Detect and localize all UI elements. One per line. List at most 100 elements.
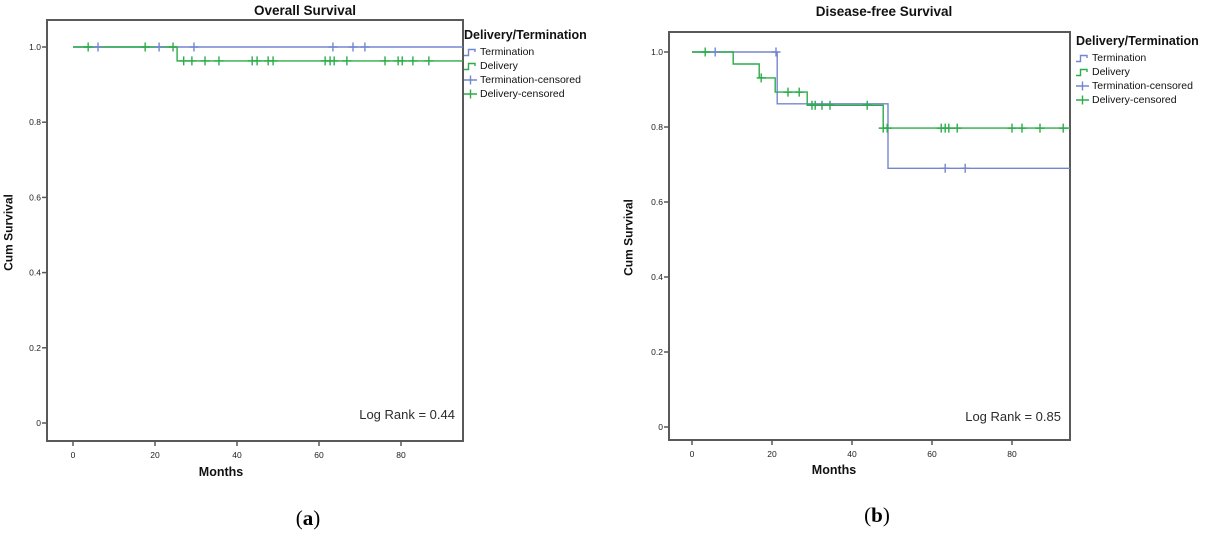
x-tick-label: 80	[1007, 449, 1017, 459]
censor-mark-delivery	[700, 47, 710, 57]
x-tick-label: 20	[767, 449, 777, 459]
legend-title: Delivery/Termination	[1076, 34, 1199, 48]
survival-curve-delivery	[692, 51, 1070, 129]
censor-mark-delivery	[187, 56, 197, 66]
y-tick-label: 0.4	[29, 268, 41, 278]
x-tick-label: 60	[927, 449, 937, 459]
legend-item-delivery-censored: Delivery-censored	[464, 87, 614, 101]
plot-frame	[668, 31, 1071, 441]
log-rank-annotation: Log Rank = 0.85	[965, 409, 1061, 424]
censor-mark-delivery	[882, 123, 892, 133]
censor-mark-delivery	[783, 87, 793, 97]
y-tick-label: 0.6	[651, 197, 663, 207]
censor-mark-termination	[189, 42, 199, 52]
legend-label: Termination-censored	[480, 74, 581, 86]
survival-curve-termination	[692, 51, 1070, 169]
x-tick-label: 40	[232, 450, 242, 460]
censor-mark-termination	[93, 42, 103, 52]
censor-mark-delivery	[342, 56, 352, 66]
y-tick-label: 0.2	[651, 347, 663, 357]
censor-mark-delivery	[794, 87, 804, 97]
censor-mark-delivery	[1007, 123, 1017, 133]
censor-mark-delivery	[825, 100, 835, 110]
termination-censored-plus-icon	[1076, 81, 1089, 91]
subfigure-caption-a: (a)	[295, 506, 321, 530]
censor-mark-delivery	[83, 42, 93, 52]
legend-label: Termination	[480, 46, 535, 58]
y-tick-label: 1.0	[651, 47, 663, 57]
censor-mark-delivery	[179, 56, 189, 66]
legend: Delivery/Termination Termination Deliver…	[1076, 34, 1224, 107]
chart-title: Disease-free Survival	[815, 4, 953, 19]
x-axis-label: Months	[811, 463, 857, 477]
subfigure-caption-b: (b)	[864, 503, 890, 527]
y-tick-label: 1.0	[29, 42, 41, 52]
censor-mark-termination	[360, 42, 370, 52]
legend-item-termination: Termination	[1076, 51, 1224, 65]
censor-mark-delivery	[1058, 123, 1068, 133]
plot-frame	[46, 19, 464, 442]
legend-item-delivery: Delivery	[464, 59, 614, 73]
legend-item-termination-censored: Termination-censored	[464, 73, 614, 87]
censor-mark-termination	[940, 163, 950, 173]
x-tick-label: 20	[150, 450, 160, 460]
legend-label: Termination-censored	[1092, 80, 1193, 92]
censor-mark-delivery	[200, 56, 210, 66]
censor-mark-delivery	[268, 56, 278, 66]
censor-mark-termination	[710, 47, 720, 57]
legend-label: Delivery-censored	[1092, 94, 1177, 106]
y-tick-label: 0	[36, 418, 41, 428]
censor-mark-delivery	[944, 123, 954, 133]
x-tick-label: 40	[847, 449, 857, 459]
censor-marks-termination	[710, 47, 970, 173]
x-tick-label: 60	[314, 450, 324, 460]
y-tick-label: 0.8	[29, 117, 41, 127]
censor-mark-delivery	[408, 56, 418, 66]
legend-label: Termination	[1092, 52, 1147, 64]
legend-title: Delivery/Termination	[464, 28, 587, 42]
censor-mark-termination	[328, 42, 338, 52]
censor-mark-delivery	[168, 42, 178, 52]
y-tick-label: 0	[658, 422, 663, 432]
censor-marks-delivery	[83, 42, 434, 66]
censor-mark-delivery	[1017, 123, 1027, 133]
censor-mark-delivery	[329, 56, 339, 66]
censor-mark-termination	[771, 47, 781, 57]
censor-mark-delivery	[140, 42, 150, 52]
chart-title: Overall Survival	[253, 3, 357, 18]
panel-disease-free-survival: Disease-free Survival Cum Survival 0 0.2 0…	[612, 0, 1224, 546]
censor-mark-delivery	[817, 100, 827, 110]
y-tick-label: 0.8	[651, 122, 663, 132]
legend: Delivery/Termination Termination Deliver…	[464, 28, 614, 101]
censor-mark-delivery	[252, 56, 262, 66]
termination-step-line-icon	[464, 48, 476, 57]
x-tick-label: 0	[690, 449, 695, 459]
survival-plot-b: 0 0.2 0.4 0.6 0.8 1.0 0 20 40 60 80	[651, 31, 1071, 459]
legend-label: Delivery	[1092, 66, 1130, 78]
delivery-censored-plus-icon	[1076, 95, 1089, 105]
termination-step-line-icon	[1076, 54, 1088, 63]
termination-censored-plus-icon	[464, 75, 477, 85]
censor-mark-delivery	[756, 73, 766, 83]
censor-mark-delivery	[380, 56, 390, 66]
delivery-censored-plus-icon	[464, 89, 477, 99]
censor-mark-delivery	[862, 100, 872, 110]
censor-mark-termination	[960, 163, 970, 173]
delivery-step-line-icon	[464, 62, 476, 71]
legend-item-termination-censored: Termination-censored	[1076, 79, 1224, 93]
censor-marks-delivery	[700, 47, 1068, 133]
censor-mark-delivery	[214, 56, 224, 66]
legend-item-delivery-censored: Delivery-censored	[1076, 93, 1224, 107]
x-tick-label: 80	[396, 450, 406, 460]
censor-mark-delivery	[1035, 123, 1045, 133]
y-tick-label: 0.4	[651, 272, 663, 282]
y-tick-label: 0.6	[29, 192, 41, 202]
censor-mark-delivery	[424, 56, 434, 66]
log-rank-annotation: Log Rank = 0.44	[359, 407, 455, 422]
censor-mark-delivery	[952, 123, 962, 133]
censor-mark-delivery	[397, 56, 407, 66]
censor-mark-termination	[348, 42, 358, 52]
panel-overall-survival: Overall Survival Cum Survival 0 0.2 0.4 0.6…	[2, 3, 614, 530]
delivery-step-line-icon	[1076, 68, 1088, 77]
